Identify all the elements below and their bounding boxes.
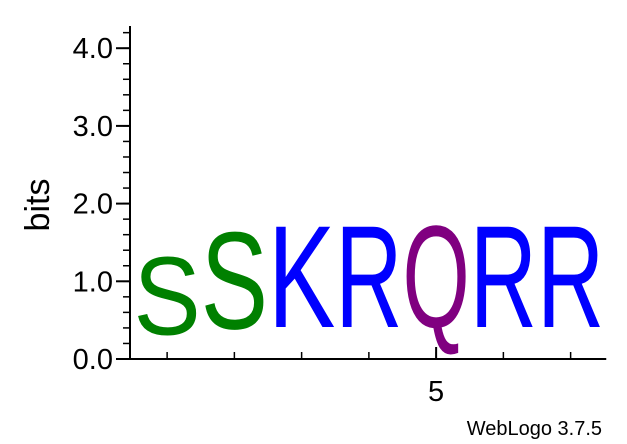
logo-letter-s: S [134, 235, 201, 359]
logo-letter-k: K [268, 196, 335, 359]
y-tick-label: 2.0 [73, 189, 113, 221]
y-tick-label: 1.0 [73, 266, 113, 298]
logo-letter-r: R [470, 195, 537, 358]
logo-letter-r: R [537, 195, 604, 358]
weblogo-credit: WebLogo 3.7.5 [467, 418, 602, 440]
x-tick-label: 5 [428, 376, 444, 408]
plot-area: 0.01.02.03.04.05S S K R Q R R [73, 26, 607, 408]
y-tick-label: 4.0 [73, 33, 113, 65]
y-tick-label: 0.0 [73, 344, 113, 376]
logo-letter-r: R [335, 195, 402, 358]
y-tick-label: 3.0 [73, 111, 113, 143]
y-axis-title: bits [19, 179, 57, 232]
logo-letter-s: S [201, 203, 268, 359]
logo-letter-q: Q [403, 197, 470, 359]
